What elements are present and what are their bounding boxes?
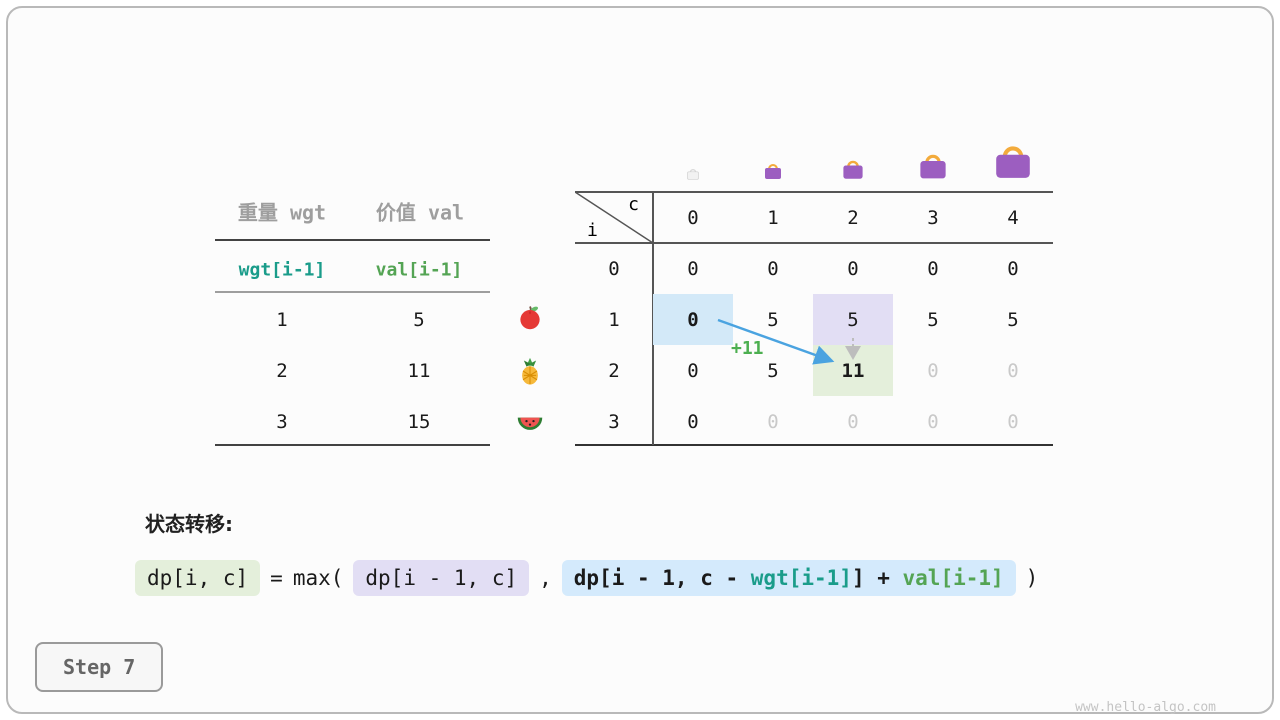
formula-arg2-wgt: wgt[i-1] — [750, 566, 852, 590]
dp-cell-3-4: 0 — [1007, 410, 1019, 433]
val-formula-label: val[i-1] — [375, 259, 463, 281]
dp-row-label-3: 3 — [608, 410, 620, 433]
dp-cell-2-3: 0 — [927, 359, 939, 382]
dp-row-label-0: 0 — [608, 257, 620, 280]
dp-cell-3-0: 0 — [687, 410, 699, 433]
arrow-annotation: +11 — [731, 338, 764, 359]
dp-cell-2-0: 0 — [687, 359, 699, 382]
formula-close-paren: ) — [1025, 566, 1039, 590]
dp-column-headers: 0 1 2 3 4 — [653, 192, 1053, 243]
dp-cell-2-1: 5 — [767, 359, 779, 382]
dp-col-header-2: 2 — [847, 206, 859, 229]
transition-title: 状态转移: — [145, 512, 233, 536]
dp-row-label-1: 1 — [608, 308, 620, 331]
dp-cell-3-3: 0 — [927, 410, 939, 433]
apple-icon — [516, 303, 544, 331]
dp-cell-2-2: 11 — [813, 345, 893, 396]
dp-col-header-3: 3 — [927, 206, 939, 229]
formula-equals: = — [270, 566, 283, 590]
dp-cell-1-0: 0 — [653, 294, 733, 345]
item-3-value: 15 — [407, 411, 431, 433]
items-table-header-val: 价值 val — [375, 200, 465, 225]
dp-table-corner-cell: c i — [575, 192, 653, 243]
bag-icon-capacity-2 — [841, 157, 865, 180]
formula-max-open: max( — [292, 566, 344, 590]
dp-table-vertical-rule — [652, 192, 654, 445]
item-2-value: 11 — [407, 360, 431, 382]
dp-cell-3-1: 0 — [767, 410, 779, 433]
bag-icon-capacity-0 — [686, 167, 700, 180]
transition-formula: dp[i, c] = max( dp[i - 1, c] , dp[i - 1,… — [135, 560, 1038, 596]
formula-comma: , — [539, 566, 552, 590]
wgt-formula-label: wgt[i-1] — [238, 259, 326, 281]
formula-arg1: dp[i - 1, c] — [353, 560, 530, 596]
items-table-mid-rule — [215, 291, 490, 293]
dp-cell-0-4: 0 — [1007, 257, 1019, 280]
corner-row-var: i — [587, 220, 598, 241]
items-table-header-rule — [215, 239, 490, 241]
watermark: www.hello-algo.com — [1075, 700, 1216, 715]
items-table-bottom-rule — [215, 444, 490, 446]
dp-table-bottom-rule — [575, 444, 1053, 446]
dp-table-top-rule — [575, 191, 1053, 193]
dp-row-label-2: 2 — [608, 359, 620, 382]
bag-icon-capacity-1 — [763, 161, 783, 180]
dp-cell-0-0: 0 — [687, 257, 699, 280]
corner-diagonal-line — [575, 192, 653, 243]
dp-cell-3-2: 0 — [847, 410, 859, 433]
dp-cell-0-1: 0 — [767, 257, 779, 280]
formula-arg2-prefix: dp[i - 1, c - — [573, 566, 751, 590]
pineapple-icon — [516, 357, 544, 385]
formula-arg2-val: val[i-1] — [902, 566, 1004, 590]
dp-table-grid: 0 0 0 0 0 0 5 5 5 5 0 5 11 0 0 0 0 0 0 0 — [653, 243, 1053, 447]
items-table-header-wgt: 重量 wgt — [237, 200, 327, 225]
dp-cell-1-4: 5 — [1007, 308, 1019, 331]
dp-col-header-0: 0 — [687, 206, 699, 229]
dp-row-labels: 0 1 2 3 — [575, 243, 653, 447]
watermelon-icon — [516, 408, 544, 436]
formula-arg2-mid: ] + — [851, 566, 903, 590]
formula-arg2: dp[i - 1, c - wgt[i-1]] + val[i-1] — [561, 560, 1016, 596]
dp-cell-1-2: 5 — [813, 294, 893, 345]
dp-cell-1-3: 5 — [927, 308, 939, 331]
dp-table-header-rule — [575, 242, 1053, 244]
item-1-value: 5 — [413, 309, 425, 331]
dp-cell-0-3: 0 — [927, 257, 939, 280]
dp-cell-2-4: 0 — [1007, 359, 1019, 382]
item-1-weight: 1 — [276, 309, 288, 331]
dp-cell-0-2: 0 — [847, 257, 859, 280]
dp-col-header-4: 4 — [1007, 206, 1019, 229]
item-3-weight: 3 — [276, 411, 288, 433]
bag-icon-capacity-4 — [992, 140, 1034, 180]
step-badge: Step 7 — [35, 642, 164, 692]
formula-lhs: dp[i, c] — [135, 560, 261, 596]
bag-icon-capacity-3 — [917, 150, 949, 180]
item-2-weight: 2 — [276, 360, 288, 382]
dp-col-header-1: 1 — [767, 206, 779, 229]
corner-col-var: c — [628, 194, 639, 215]
